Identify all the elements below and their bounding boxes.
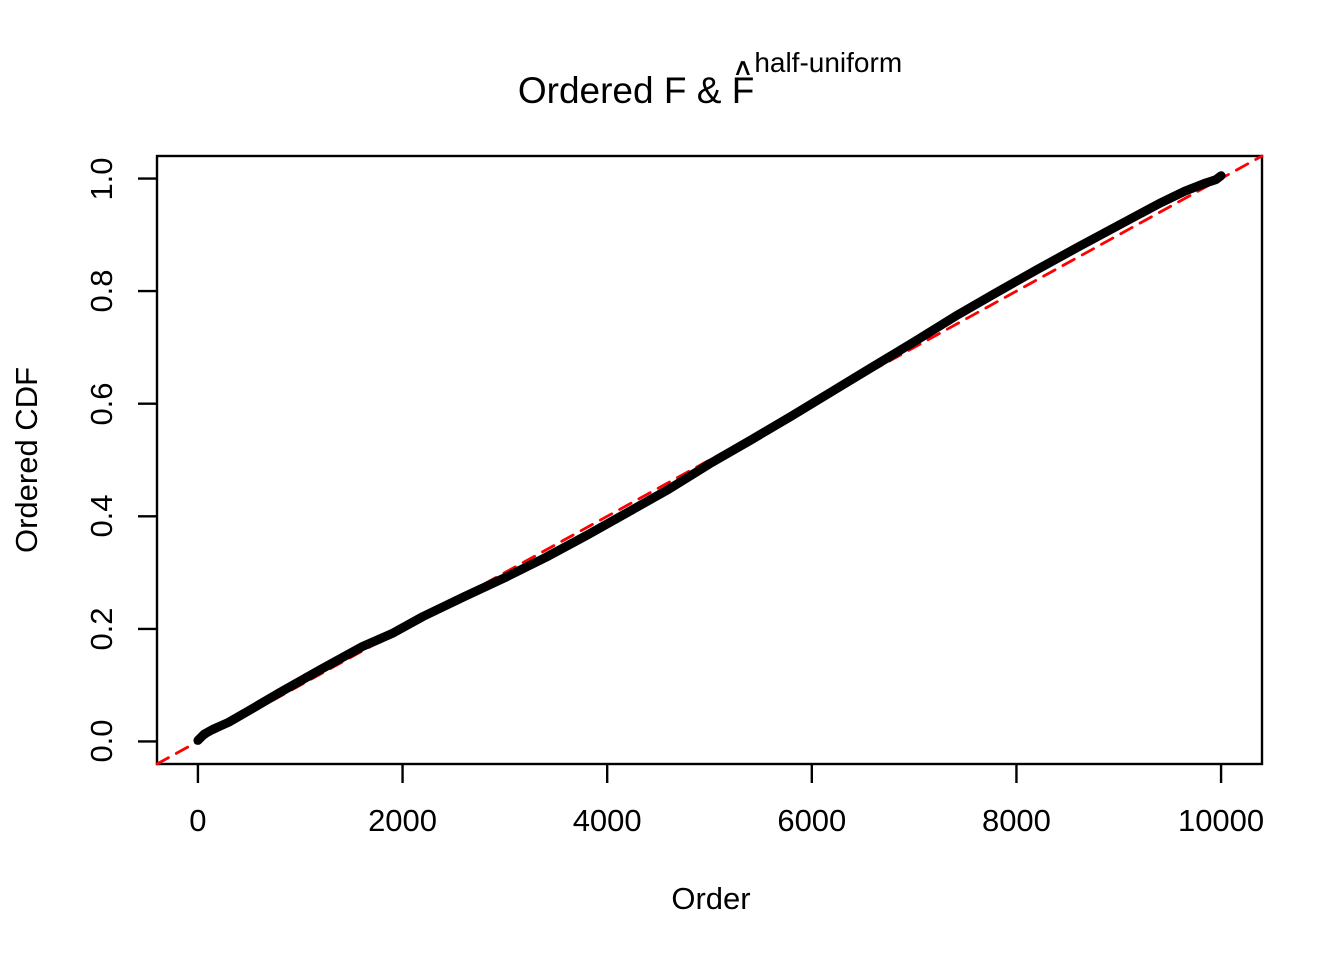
y-tick-label: 0.4	[84, 494, 119, 538]
plot-box	[155, 154, 1264, 766]
x-tick-label: 10000	[1177, 803, 1265, 838]
hat-icon: ∧	[732, 54, 754, 81]
x-tick-label: 8000	[981, 803, 1051, 838]
y-tick-label: 1.0	[84, 156, 119, 201]
y-tick-label: 0.6	[84, 382, 119, 426]
plot-title-superscript: half-uniform	[754, 47, 903, 78]
y-tick-label: 0.2	[84, 607, 119, 651]
x-tick-label: 4000	[572, 803, 642, 838]
plot-title-prefix: Ordered F &	[517, 70, 732, 111]
y-axis-title: Ordered CDF	[9, 366, 44, 554]
plot-title-f-base: F	[731, 70, 755, 111]
ordered-cdf-curve	[193, 171, 1226, 745]
x-tick-label: 6000	[777, 803, 847, 838]
x-tick-label: 0	[189, 803, 207, 838]
x-axis-title: Order	[671, 881, 751, 916]
x-tick-label: 2000	[368, 803, 438, 838]
y-tick-label: 0.0	[84, 719, 119, 764]
plot-title-f-hat: F ∧	[731, 56, 755, 112]
y-tick-label: 0.8	[84, 269, 119, 313]
plot-title: Ordered F & F ∧ half-uniform	[517, 47, 902, 112]
